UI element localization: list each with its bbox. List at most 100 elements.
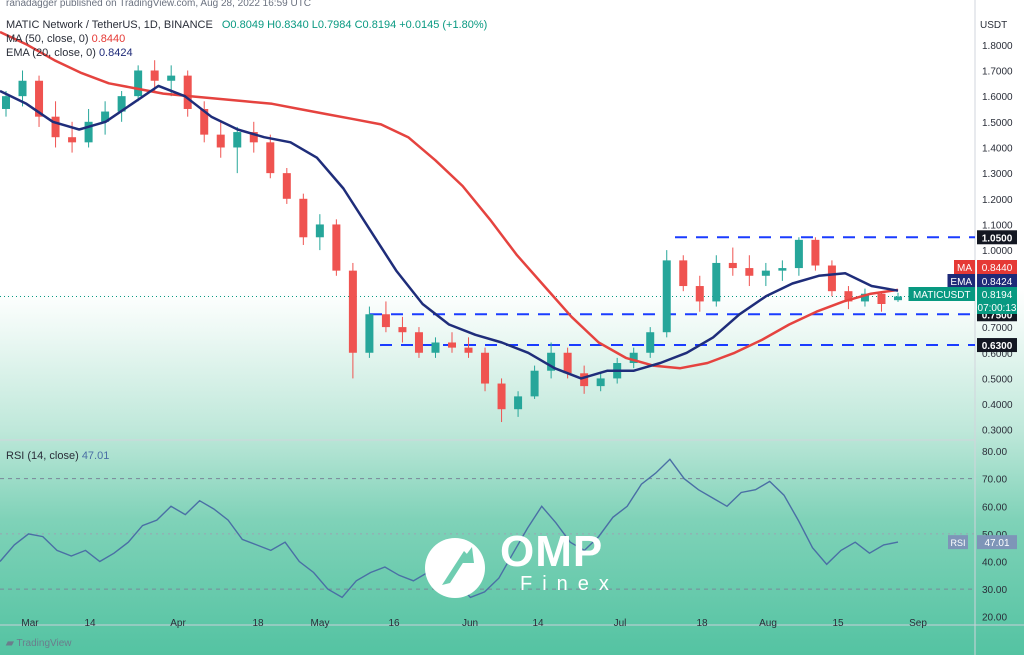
rsi-legend-value: 47.01 [81, 450, 110, 462]
candle-body [35, 80, 44, 117]
time-tick-label: Aug [759, 618, 777, 629]
candle-body [150, 70, 159, 81]
candle-body [547, 352, 556, 371]
tradingview-logo[interactable]: ▰ TradingView [6, 638, 72, 649]
candle-body [398, 327, 407, 333]
candle-body [315, 224, 324, 238]
candle-body [299, 198, 308, 238]
price-tick-label: 1.0000 [982, 246, 1013, 257]
price-tick-label: 1.2000 [982, 195, 1013, 206]
candle-body [381, 314, 390, 328]
candle-body [761, 270, 770, 276]
price-tag-value-bg [977, 287, 1017, 301]
candle-body [68, 137, 77, 143]
candle-body [580, 373, 589, 387]
price-tick-label: 1.8000 [982, 41, 1013, 52]
time-tick-label: May [311, 618, 330, 629]
price-tick-label: 1.4000 [982, 143, 1013, 154]
candle-body [84, 121, 93, 143]
price-tag-value-bg [977, 260, 1017, 274]
candle-body [844, 291, 853, 302]
price-tag-value: 0.8424 [982, 277, 1013, 288]
omp-finex-watermark: OMP Finex [420, 527, 620, 603]
candle-body [679, 260, 688, 287]
ma-legend-label: MA (50, close, 0) [6, 33, 89, 45]
symbol-title: MATIC Network / TetherUS, 1D, BINANCE [6, 19, 213, 31]
candle-body [728, 262, 737, 269]
rsi-tick-label: 80.00 [982, 447, 1007, 458]
omp-logo-icon [425, 538, 485, 598]
ema-legend-value: 0.8424 [98, 47, 133, 59]
candle-body [216, 134, 225, 148]
candle-body [2, 96, 10, 109]
candle-body [431, 342, 440, 353]
candle-body [134, 70, 143, 97]
ema-legend[interactable]: EMA (20, close, 0) 0.8424 [6, 47, 133, 59]
rsi-legend-label: RSI (14, close) [6, 450, 79, 462]
candle-body [464, 347, 473, 353]
time-tick-label: 18 [696, 618, 708, 629]
candle-body [794, 239, 803, 269]
price-tick-label: 1.1000 [982, 220, 1013, 231]
ema-legend-label: EMA (20, close, 0) [6, 47, 96, 59]
price-tick-label: 0.3000 [982, 426, 1013, 437]
candle-body [282, 173, 291, 199]
candle-body [827, 265, 836, 292]
candle-body [481, 352, 490, 384]
rsi-tag-name-bg [948, 535, 968, 550]
time-tick-label: Apr [170, 618, 186, 629]
candle-body [200, 108, 209, 135]
time-tick-label: Jul [614, 618, 627, 629]
ma-legend[interactable]: MA (50, close, 0) 0.8440 [6, 33, 125, 45]
time-tick-label: 16 [388, 618, 400, 629]
time-tick-label: 15 [832, 618, 844, 629]
price-tag-name: MATICUSDT [913, 290, 971, 301]
countdown-bg [977, 301, 1017, 314]
time-tick-label: Jun [462, 618, 478, 629]
rsi-tag-value: 47.01 [984, 538, 1009, 549]
level-tag-label: 1.0500 [982, 233, 1013, 244]
tradingview-logo-text: TradingView [16, 638, 72, 649]
candle-body [266, 142, 275, 174]
published-line: ranadagger published on TradingView.com,… [6, 0, 312, 9]
level-tag-label: 0.6300 [982, 341, 1013, 352]
price-tag-name: MA [957, 263, 972, 274]
candle-body [646, 332, 655, 353]
countdown-label: 07:00:13 [978, 303, 1017, 314]
price-tick-label: 1.6000 [982, 92, 1013, 103]
candle-body [695, 286, 704, 302]
price-tag-name-bg [954, 260, 975, 274]
price-tick-label: 0.6000 [982, 349, 1013, 360]
watermark-sub: Finex [520, 573, 619, 595]
price-tick-label: 1.3000 [982, 169, 1013, 180]
time-tick-label: Mar [21, 618, 39, 629]
candle-body [233, 132, 242, 148]
candle-body [662, 260, 671, 333]
candle-body [563, 352, 572, 374]
time-tick-label: 18 [252, 618, 264, 629]
level-tag-label: 0.7500 [982, 310, 1013, 321]
candle-body [877, 293, 886, 304]
candle-body [51, 116, 60, 138]
price-tick-label: 0.4000 [982, 400, 1013, 411]
currency-label: USDT [980, 20, 1007, 31]
candle-body [894, 296, 902, 301]
ma-legend-value: 0.8440 [91, 33, 126, 45]
price-tick-label: 0.7000 [982, 323, 1013, 334]
ema20-line [0, 84, 899, 380]
ohlc-readout: O0.8049 H0.8340 L0.7984 C0.8194 +0.0145 … [221, 19, 488, 31]
candle-body [348, 270, 357, 353]
candle-body [629, 352, 638, 364]
rsi-tick-label: 40.00 [982, 557, 1007, 568]
price-tag-name-bg [947, 274, 975, 288]
candle-body [778, 268, 787, 271]
price-tag-value: 0.8440 [982, 263, 1013, 274]
price-tag-value-bg [977, 274, 1017, 288]
candle-body [365, 314, 374, 353]
candle-body [514, 396, 523, 410]
rsi-legend[interactable]: RSI (14, close) 47.01 [6, 450, 109, 462]
price-tag-value: 0.8194 [982, 290, 1013, 301]
candle-body [596, 378, 605, 387]
